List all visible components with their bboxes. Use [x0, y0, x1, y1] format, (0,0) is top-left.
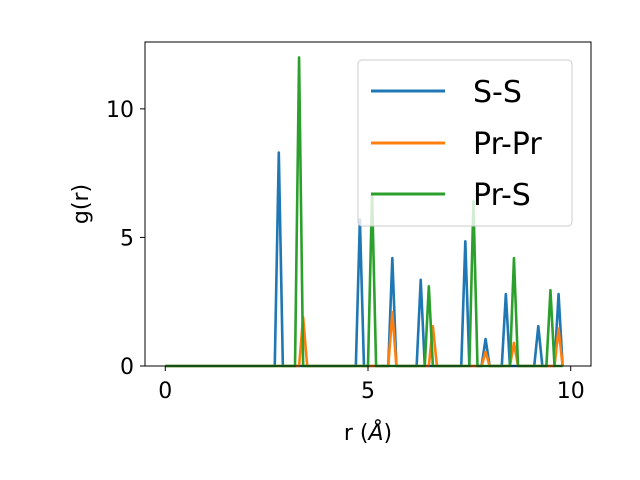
legend-label-0: S-S	[473, 75, 522, 110]
x-tick-label: 0	[158, 379, 172, 404]
legend: S-S Pr-Pr Pr-S	[357, 59, 573, 227]
x-tick-label: 10	[557, 379, 585, 404]
ticks-layer: 0 5 10 0 5 10	[106, 98, 585, 404]
legend-box	[357, 59, 573, 227]
y-tick-label: 0	[120, 355, 134, 380]
y-tick-label: 5	[120, 226, 134, 251]
x-axis-label: r (Å)	[344, 419, 392, 446]
legend-label-1: Pr-Pr	[473, 127, 542, 162]
y-tick-label: 10	[106, 98, 134, 123]
legend-label-2: Pr-S	[473, 178, 531, 213]
y-axis-label: g(r)	[69, 184, 94, 224]
x-tick-label: 5	[361, 379, 375, 404]
